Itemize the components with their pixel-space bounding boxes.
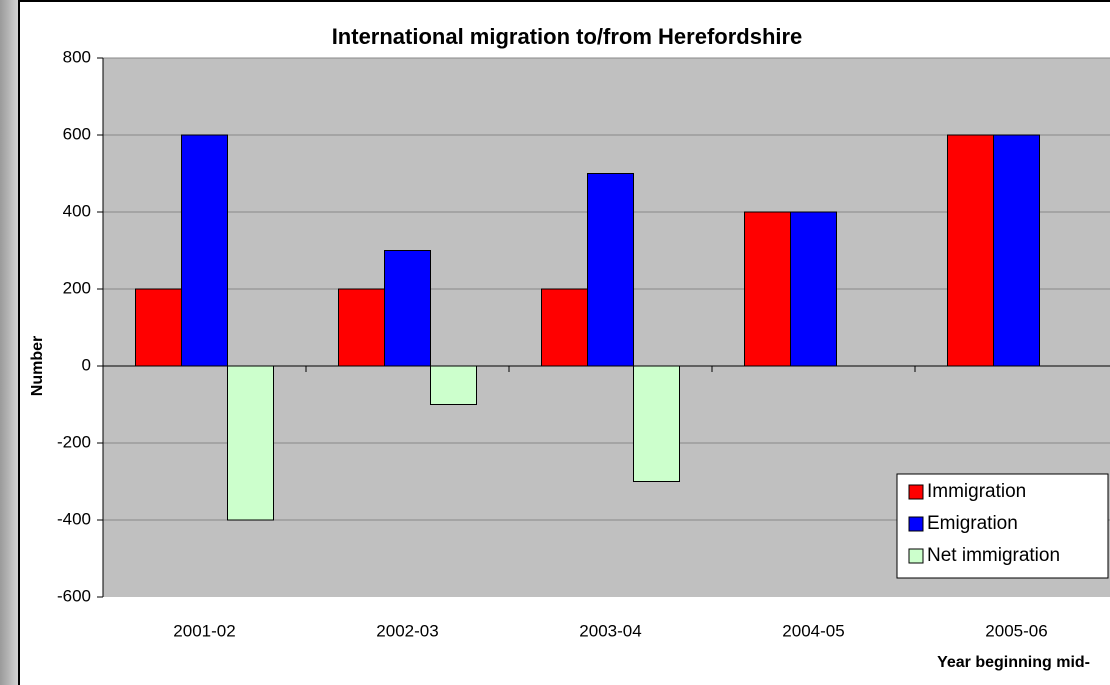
legend-label: Immigration xyxy=(927,481,1026,502)
x-tick-label: 2005-06 xyxy=(985,621,1047,640)
background-strip xyxy=(0,0,20,685)
legend-label: Emigration xyxy=(927,513,1018,534)
bar xyxy=(587,173,634,367)
y-tick-label: 600 xyxy=(63,124,91,143)
x-tick-label: 2003-04 xyxy=(579,621,641,640)
x-axis-label: Year beginning mid- xyxy=(937,654,1090,671)
legend-swatch xyxy=(908,516,924,532)
bar xyxy=(993,134,1040,367)
x-tick-label: 2004-05 xyxy=(782,621,844,640)
legend-swatch xyxy=(908,548,924,564)
bar xyxy=(181,134,228,367)
x-tick-label: 2002-03 xyxy=(376,621,438,640)
y-tick-label: 800 xyxy=(63,47,91,66)
x-tick-label: 2001-02 xyxy=(173,621,235,640)
bar xyxy=(947,134,994,367)
y-tick-label: -600 xyxy=(57,586,91,605)
bar xyxy=(633,365,680,482)
bar xyxy=(744,211,791,367)
bar xyxy=(135,288,182,367)
y-tick-label: -200 xyxy=(57,432,91,451)
y-tick-label: 400 xyxy=(63,201,91,220)
bar xyxy=(227,365,274,521)
bar xyxy=(338,288,385,367)
y-tick-label: 200 xyxy=(63,278,91,297)
legend-swatch xyxy=(908,484,924,500)
chart-title: International migration to/from Hereford… xyxy=(332,24,803,49)
bar xyxy=(384,250,431,367)
y-tick-label: 0 xyxy=(82,355,91,374)
y-axis-label: Number xyxy=(29,336,46,396)
bar xyxy=(541,288,588,367)
bar xyxy=(790,211,837,367)
bar xyxy=(430,365,477,405)
legend-label: Net immigration xyxy=(927,545,1060,566)
y-tick-label: -400 xyxy=(57,509,91,528)
legend-box xyxy=(896,473,1109,579)
